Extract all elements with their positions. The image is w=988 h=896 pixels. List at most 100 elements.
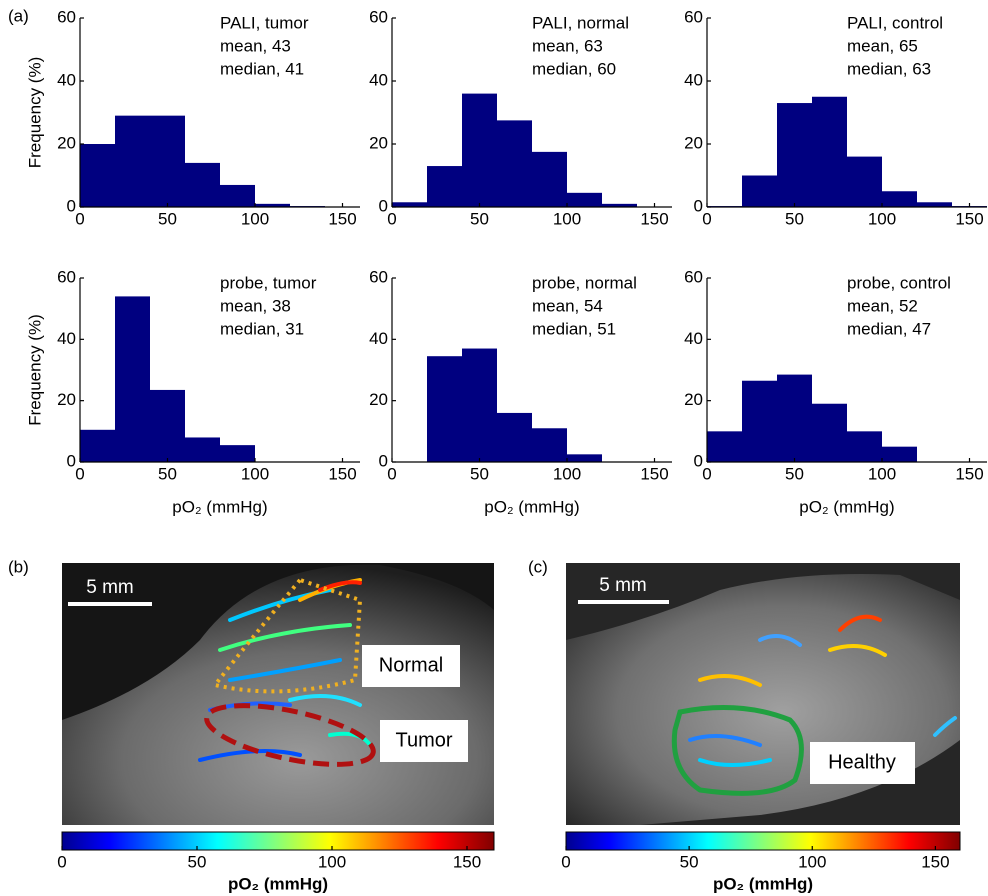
- panel-label: (b): [8, 557, 29, 576]
- x-tick-label: 150: [955, 464, 983, 483]
- annotation: PALI, control: [847, 13, 943, 32]
- y-tick-label: 60: [684, 267, 703, 286]
- region-label: Normal: [379, 654, 443, 676]
- annotation: PALI, normal: [532, 13, 629, 32]
- x-tick-label: 0: [561, 852, 570, 871]
- x-tick-label: 50: [188, 852, 207, 871]
- colorbar-label: pO₂ (mmHg): [713, 874, 813, 893]
- x-tick-label: 100: [868, 209, 896, 228]
- y-tick-label: 20: [369, 133, 388, 152]
- x-tick-label: 150: [328, 209, 356, 228]
- bar: [497, 120, 532, 207]
- x-tick-label: 150: [640, 209, 668, 228]
- bar: [497, 413, 532, 462]
- bar: [847, 431, 882, 462]
- scale-bar-label: 5 mm: [86, 577, 134, 598]
- bar: [185, 437, 220, 462]
- y-tick-label: 40: [57, 329, 76, 348]
- annotation: mean, 38: [220, 296, 291, 315]
- y-tick-label: 40: [57, 70, 76, 89]
- x-axis-label: pO₂ (mmHg): [799, 497, 894, 516]
- region-label: Tumor: [395, 729, 452, 751]
- y-tick-label: 20: [684, 133, 703, 152]
- annotation: mean, 65: [847, 36, 918, 55]
- figure: (a) (b) (c) 5 mm Normal Tumor: [0, 0, 988, 896]
- bar: [462, 94, 497, 207]
- y-tick-label: 60: [57, 267, 76, 286]
- annotation: median, 60: [532, 59, 616, 78]
- annotation: mean, 54: [532, 296, 603, 315]
- bar: [882, 447, 917, 462]
- x-tick-label: 50: [785, 464, 804, 483]
- annotation: median, 51: [532, 319, 616, 338]
- ultrasound-image: [62, 563, 494, 825]
- y-tick-label: 20: [57, 133, 76, 152]
- x-tick-label: 0: [387, 464, 396, 483]
- bar: [567, 193, 602, 207]
- y-tick-label: 40: [684, 70, 703, 89]
- bar: [392, 202, 427, 207]
- x-tick-label: 50: [470, 209, 489, 228]
- colorbar-label: pO₂ (mmHg): [228, 874, 328, 893]
- y-tick-label: 60: [369, 267, 388, 286]
- bar: [80, 144, 115, 207]
- y-tick-label: 40: [684, 329, 703, 348]
- y-tick-label: 0: [694, 196, 703, 215]
- annotation: mean, 43: [220, 36, 291, 55]
- bar: [115, 116, 150, 207]
- y-tick-label: 0: [694, 451, 703, 470]
- y-tick-label: 40: [369, 329, 388, 348]
- bar: [742, 381, 777, 462]
- bar: [742, 176, 777, 208]
- x-tick-label: 0: [75, 464, 84, 483]
- annotation: median, 41: [220, 59, 304, 78]
- annotation: median, 31: [220, 319, 304, 338]
- x-tick-label: 50: [158, 209, 177, 228]
- bar: [220, 445, 255, 462]
- annotation: probe, tumor: [220, 273, 317, 292]
- x-tick-label: 0: [702, 209, 711, 228]
- x-tick-label: 150: [453, 852, 481, 871]
- x-tick-label: 100: [241, 209, 269, 228]
- annotation: probe, normal: [532, 273, 637, 292]
- x-tick-label: 100: [553, 464, 581, 483]
- bar: [80, 430, 115, 462]
- x-tick-label: 150: [921, 852, 949, 871]
- x-tick-label: 100: [868, 464, 896, 483]
- y-axis-label: Frequency (%): [25, 57, 44, 168]
- y-tick-label: 60: [57, 7, 76, 26]
- bar: [427, 356, 462, 462]
- bar: [882, 191, 917, 207]
- annotation: probe, control: [847, 273, 951, 292]
- bar: [150, 116, 185, 207]
- y-tick-label: 0: [379, 451, 388, 470]
- region-label: Healthy: [828, 751, 896, 773]
- bar: [115, 296, 150, 462]
- x-tick-label: 100: [553, 209, 581, 228]
- colorbar: [566, 832, 960, 850]
- bar: [427, 166, 462, 207]
- y-tick-label: 0: [379, 196, 388, 215]
- annotation: median, 63: [847, 59, 931, 78]
- x-tick-label: 50: [158, 464, 177, 483]
- annotation: median, 47: [847, 319, 931, 338]
- colorbar: [62, 832, 494, 850]
- bar: [847, 157, 882, 207]
- x-axis-label: pO₂ (mmHg): [484, 497, 579, 516]
- annotation: PALI, tumor: [220, 13, 309, 32]
- bar: [777, 375, 812, 462]
- x-tick-label: 50: [785, 209, 804, 228]
- x-tick-label: 0: [57, 852, 66, 871]
- panel-label: (c): [528, 557, 548, 576]
- bar: [567, 454, 602, 462]
- annotation: mean, 63: [532, 36, 603, 55]
- panel-label: (a): [8, 6, 29, 25]
- bar: [707, 431, 742, 462]
- bar: [777, 103, 812, 207]
- scale-bar-label: 5 mm: [599, 575, 647, 596]
- ultrasound-image: [566, 563, 960, 825]
- x-tick-label: 50: [470, 464, 489, 483]
- y-tick-label: 20: [369, 390, 388, 409]
- x-tick-label: 150: [640, 464, 668, 483]
- bar: [812, 97, 847, 207]
